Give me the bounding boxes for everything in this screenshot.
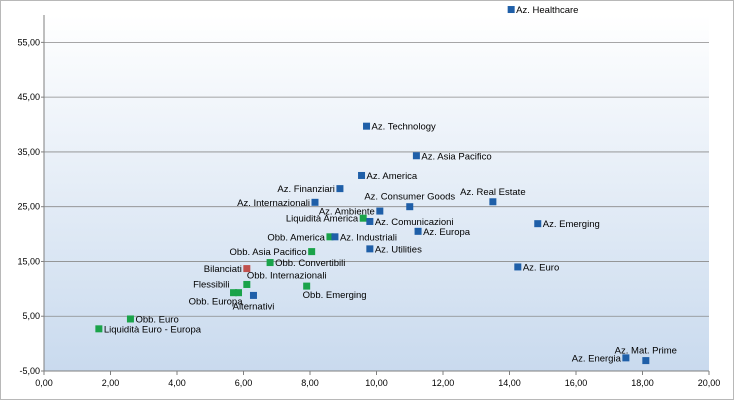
data-point: [406, 203, 414, 211]
data-point: [642, 357, 650, 365]
y-tick-label: -5,00: [19, 366, 40, 376]
data-point: [376, 207, 384, 215]
data-point: [363, 122, 371, 130]
point-label: Az. Real Estate: [460, 187, 525, 198]
data-point: [412, 152, 420, 160]
point-label: Obb. Europa: [189, 297, 244, 308]
data-point: [249, 291, 257, 299]
data-point: [514, 263, 522, 271]
point-label: Az. Consumer Goods: [364, 192, 455, 203]
point-label: Obb. Emerging: [303, 290, 367, 301]
data-point: [266, 259, 274, 267]
point-label: Az. Mat. Prime: [615, 346, 677, 357]
x-tick-label: 12,00: [432, 378, 455, 388]
data-point: [489, 198, 497, 206]
x-tick-label: 18,00: [631, 378, 654, 388]
point-label: Az. Ambiente: [319, 207, 375, 218]
gridlines: [44, 41, 709, 317]
point-label: Az. Technology: [372, 122, 437, 133]
x-tick-label: 0,00: [35, 378, 53, 388]
point-label: Az. Emerging: [543, 219, 600, 230]
point-label: Az. Euro: [523, 262, 559, 273]
point-label: Flessibili: [193, 280, 229, 291]
point-label: Obb. Euro: [135, 314, 178, 325]
data-point: [95, 325, 103, 333]
y-tick-label: 25,00: [17, 202, 40, 212]
y-tick-label: 45,00: [17, 92, 40, 102]
plot-area: [44, 15, 709, 371]
point-label: Obb. Internazionali: [247, 270, 327, 281]
data-point: [230, 289, 238, 297]
point-label: Obb. America: [267, 232, 325, 243]
data-point: [235, 289, 243, 297]
data-point: [303, 282, 311, 290]
point-label: Az. America: [367, 171, 418, 182]
data-point: [622, 354, 630, 362]
axes: [41, 15, 710, 375]
x-tick-label: 8,00: [301, 378, 319, 388]
point-label: Az. Industriali: [340, 232, 397, 243]
x-tick-label: 16,00: [565, 378, 588, 388]
point-label: Obb. Convertibili: [275, 258, 345, 269]
data-point: [311, 198, 319, 206]
point-label: Az. Energia: [572, 353, 622, 364]
x-tick-label: 6,00: [235, 378, 253, 388]
point-label: Liquidità America: [286, 214, 359, 225]
data-point: [331, 233, 339, 241]
point-labels: Az. Healthcare Az. Technology Az. Asia Pac…: [104, 5, 677, 364]
y-tick-label: 15,00: [17, 256, 40, 266]
y-tick-label: 55,00: [17, 37, 40, 47]
x-tick-label: 4,00: [168, 378, 186, 388]
data-point: [243, 265, 251, 273]
point-label: Obb. Asia Pacifico: [230, 247, 307, 258]
data-points: [95, 6, 650, 365]
point-label: Az. Asia Pacifico: [421, 151, 491, 162]
point-label: Az. Europa: [423, 227, 471, 238]
point-label: Az. Utilities: [375, 244, 422, 255]
data-point: [308, 248, 316, 256]
data-point: [326, 233, 334, 241]
point-label: Az. Comunicazioni: [375, 217, 454, 228]
point-label: Az. Healthcare: [516, 5, 578, 16]
y-tick-label: 5,00: [22, 311, 40, 321]
x-tick-label: 14,00: [498, 378, 521, 388]
point-label: Bilanciati: [204, 264, 242, 275]
data-point: [534, 220, 542, 228]
point-label: Az. Finanziari: [277, 184, 335, 195]
data-point: [336, 185, 344, 193]
data-point: [359, 214, 367, 222]
y-tick-label: 35,00: [17, 147, 40, 157]
data-point: [366, 217, 374, 225]
data-point: [366, 245, 374, 253]
x-tick-label: 2,00: [102, 378, 120, 388]
data-point: [414, 227, 422, 235]
point-label: Liquidità Euro - Europa: [104, 324, 202, 335]
point-label: Alternativi: [233, 301, 275, 312]
x-tick-label: 20,00: [698, 378, 721, 388]
x-tick-label: 10,00: [365, 378, 388, 388]
data-point: [358, 171, 366, 179]
point-label: Az. Internazionali: [237, 198, 310, 209]
data-point: [126, 315, 134, 323]
tick-labels: -5,00 5,00 15,00 25,00 35,00 45,00 55,00 0,00 2,…: [17, 37, 720, 388]
data-point: [507, 6, 515, 14]
data-point: [243, 280, 251, 288]
